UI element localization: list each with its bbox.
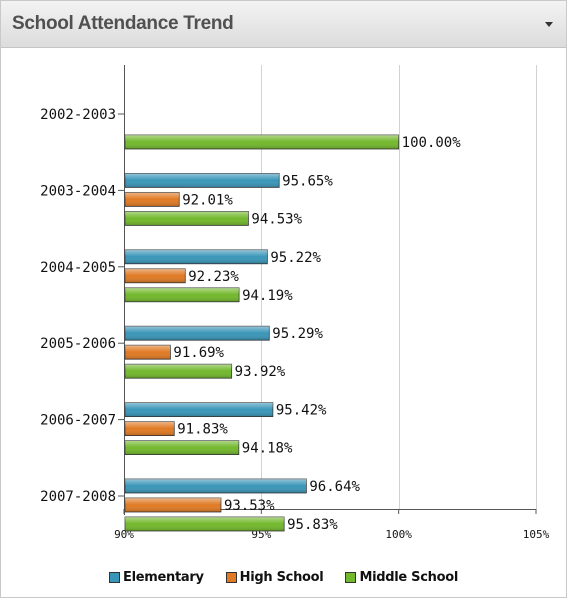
bar-shine	[125, 135, 399, 149]
bar-shine	[125, 440, 239, 455]
data-label: 95.42%	[276, 403, 327, 419]
bar-shine	[125, 249, 268, 264]
data-label: 94.18%	[242, 441, 293, 457]
legend-item: Middle School	[345, 570, 458, 585]
bar-shine	[125, 402, 273, 417]
legend-swatch	[225, 571, 237, 583]
data-label: 92.23%	[188, 269, 239, 285]
data-label: 91.69%	[173, 345, 224, 361]
bar-shine	[125, 173, 280, 188]
bar-shine	[125, 517, 285, 531]
category-label: 2005-2006	[40, 336, 116, 352]
legend-swatch	[109, 571, 121, 583]
data-label: 95.29%	[272, 326, 323, 342]
widget-title: School Attendance Trend	[12, 13, 234, 34]
legend-label: Middle School	[359, 569, 458, 585]
data-label: 93.53%	[224, 498, 275, 514]
x-tick-label: 100%	[385, 528, 412, 541]
data-label: 95.22%	[270, 250, 321, 266]
data-label: 94.53%	[251, 211, 302, 227]
data-label: 94.19%	[242, 288, 293, 304]
x-tick-label: 105%	[523, 528, 550, 541]
bar-shine	[125, 498, 221, 512]
data-label: 92.01%	[182, 192, 233, 208]
category-label: 2007-2008	[40, 489, 116, 505]
bar-shine	[125, 421, 175, 436]
category-label: 2006-2007	[40, 413, 116, 429]
data-label: 91.83%	[177, 422, 228, 438]
data-label: 93.92%	[235, 364, 286, 380]
category-label: 2003-2004	[40, 183, 116, 199]
data-label: 95.83%	[287, 517, 338, 533]
bar-shine	[125, 268, 186, 283]
widget-menu-button[interactable]	[538, 13, 560, 35]
data-label: 95.65%	[282, 173, 333, 189]
category-label: 2002-2003	[40, 107, 116, 123]
bar-shine	[125, 192, 180, 207]
data-label: 100.00%	[402, 135, 462, 151]
legend-item: High School	[225, 569, 324, 585]
chevron-down-icon[interactable]	[545, 22, 553, 27]
bar-shine	[125, 211, 249, 226]
legend-item: Elementary	[109, 570, 204, 585]
bar-shine	[125, 326, 270, 341]
bar-shine	[125, 345, 171, 360]
data-label: 96.64%	[309, 479, 360, 495]
bar-shine	[125, 364, 232, 379]
widget-header: School Attendance Trend	[1, 1, 566, 48]
legend-swatch	[345, 571, 357, 583]
bar-shine	[125, 479, 307, 493]
category-label: 2004-2005	[40, 260, 116, 276]
chart-legend: Elementary High School Middle School	[1, 567, 566, 587]
legend-label: High School	[239, 569, 324, 585]
legend-label: Elementary	[123, 569, 204, 585]
bar-shine	[125, 287, 240, 302]
